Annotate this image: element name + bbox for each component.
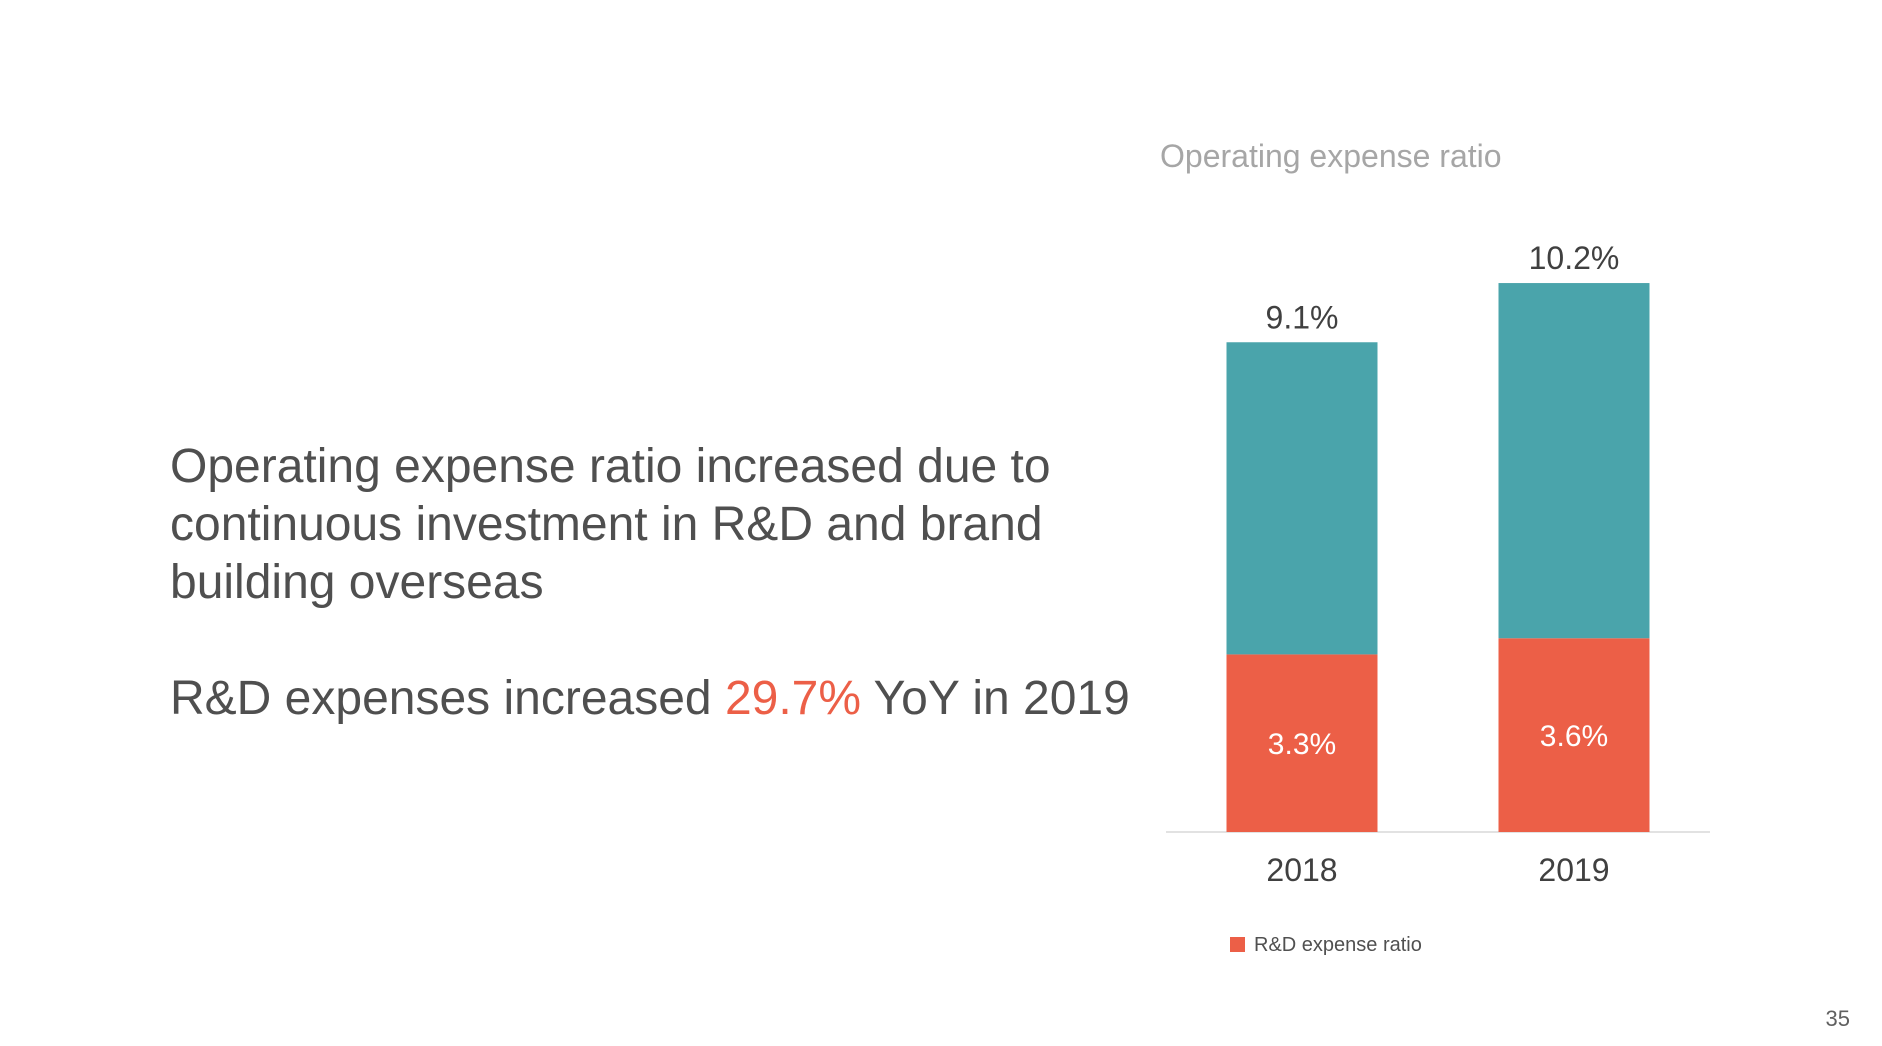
subline-text-end: YoY in 2019	[861, 672, 1130, 725]
bar-other-2019	[1498, 283, 1650, 639]
x-tick-label-2018: 2018	[1266, 852, 1337, 888]
subline-accent-value: 29.7%	[724, 672, 862, 725]
total-label-2018: 9.1%	[1266, 299, 1339, 335]
legend-swatch-rd	[1230, 937, 1245, 952]
subline-text: R&D expenses increased	[170, 672, 725, 725]
bar-rd-2019	[1498, 638, 1650, 832]
data-label-rd-2019: 3.6%	[1540, 720, 1608, 753]
subline: R&D expenses increased 29.7% YoY in 2019	[170, 670, 1130, 728]
headline: Operating expense ratio increased due to…	[170, 440, 1051, 609]
bar-other-2018	[1226, 342, 1378, 655]
total-label-2019: 10.2%	[1529, 240, 1620, 276]
data-label-rd-2018: 3.3%	[1268, 728, 1336, 761]
legend-label-rd: R&D expense ratio	[1254, 934, 1422, 956]
bar-rd-2018	[1226, 654, 1378, 832]
chart-title: Operating expense ratio	[1160, 138, 1502, 174]
x-tick-label-2019: 2019	[1538, 852, 1609, 888]
page-number: 35	[1825, 1006, 1850, 1031]
